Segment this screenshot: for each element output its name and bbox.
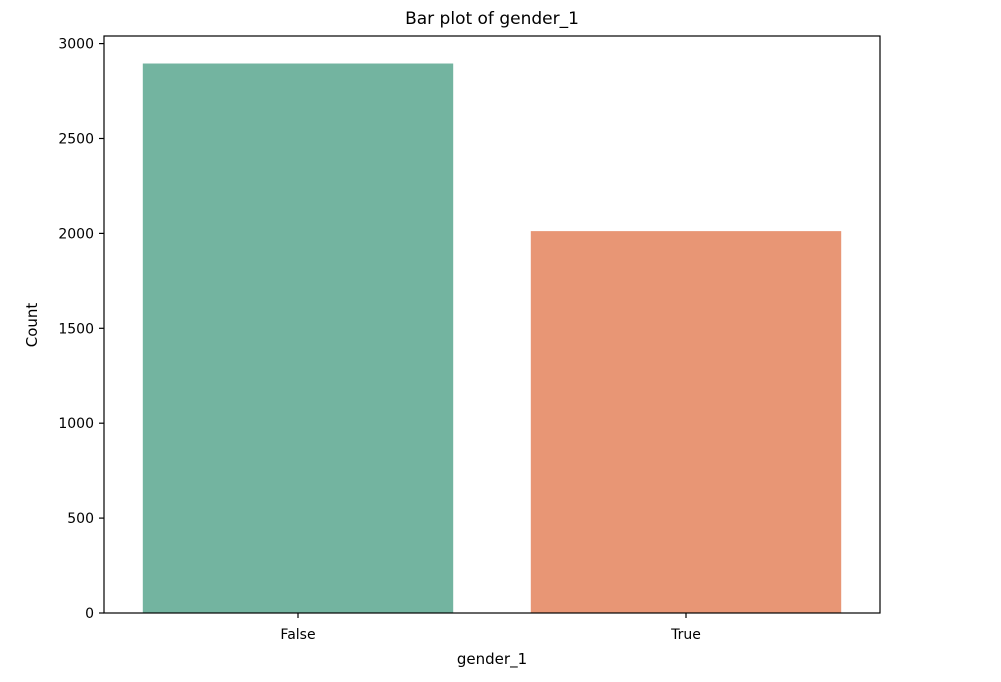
- chart-title: Bar plot of gender_1: [405, 9, 579, 29]
- plot-frame: [103, 35, 881, 614]
- y-tick-label: 2000: [58, 226, 94, 242]
- bar-true: [530, 231, 842, 613]
- x-tick-label: False: [280, 627, 315, 643]
- bar-false: [142, 63, 454, 613]
- bars-layer: [142, 63, 842, 613]
- x-tick-label: True: [670, 627, 701, 643]
- y-tick-label: 500: [67, 511, 94, 527]
- y-tick-label: 3000: [58, 37, 94, 53]
- y-tick-label: 0: [85, 606, 94, 622]
- y-axis-ticks: 0 500 1000 1500 2000 2500 3000: [58, 37, 104, 622]
- x-axis-label: gender_1: [457, 650, 527, 669]
- y-tick-label: 1500: [58, 321, 94, 337]
- y-tick-label: 2500: [58, 131, 94, 147]
- x-axis-ticks: False True: [280, 613, 701, 643]
- y-axis-label: Count: [23, 303, 41, 348]
- y-tick-label: 1000: [58, 416, 94, 432]
